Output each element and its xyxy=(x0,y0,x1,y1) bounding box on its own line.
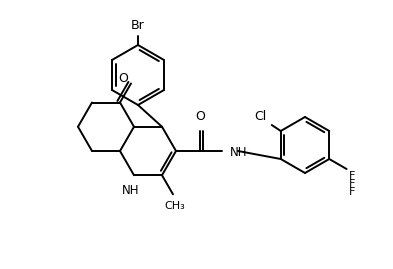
Text: F: F xyxy=(349,187,355,197)
Text: NH: NH xyxy=(230,147,248,160)
Text: F: F xyxy=(349,179,355,189)
Text: O: O xyxy=(118,72,128,85)
Text: F: F xyxy=(349,171,355,181)
Text: CH₃: CH₃ xyxy=(165,201,185,211)
Text: Br: Br xyxy=(131,19,145,32)
Text: Cl: Cl xyxy=(255,110,267,123)
Text: NH: NH xyxy=(122,184,140,197)
Text: O: O xyxy=(195,110,205,123)
